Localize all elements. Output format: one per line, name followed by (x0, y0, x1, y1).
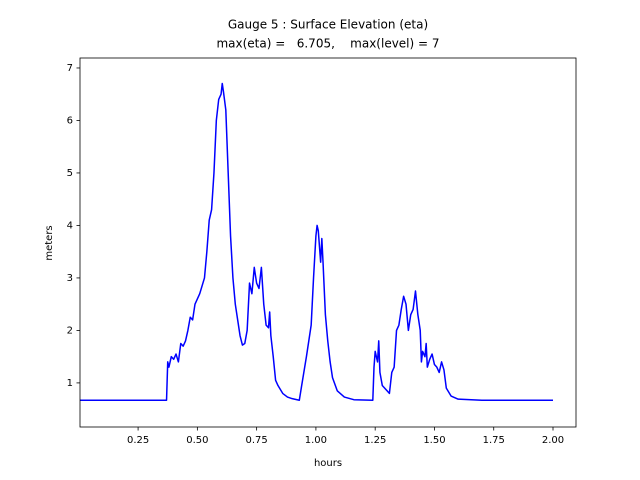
y-tick-label: 7 (67, 63, 73, 74)
x-tick-label: 1.50 (423, 435, 445, 446)
y-tick-label: 3 (67, 273, 73, 284)
chart-title: Gauge 5 : Surface Elevation (eta) (228, 18, 428, 32)
x-tick-label: 1.75 (483, 435, 505, 446)
x-tick-label: 0.50 (186, 435, 208, 446)
axes-frame (79, 57, 577, 428)
y-axis-label: meters (44, 225, 55, 260)
y-tick-label: 6 (67, 115, 73, 126)
x-tick-label: 1.00 (305, 435, 327, 446)
x-tick-label: 0.75 (246, 435, 268, 446)
x-axis-label: hours (314, 458, 342, 469)
y-tick-label: 4 (67, 220, 73, 231)
chart-subtitle: max(eta) = 6.705, max(level) = 7 (216, 37, 439, 51)
x-tick-label: 0.25 (127, 435, 149, 446)
line (80, 82, 554, 401)
y-tick-label: 2 (67, 325, 73, 336)
y-tick-label: 1 (67, 378, 73, 389)
x-tick-label: 2.00 (542, 435, 564, 446)
x-tick-label: 1.25 (364, 435, 386, 446)
y-tick-label: 5 (67, 168, 73, 179)
